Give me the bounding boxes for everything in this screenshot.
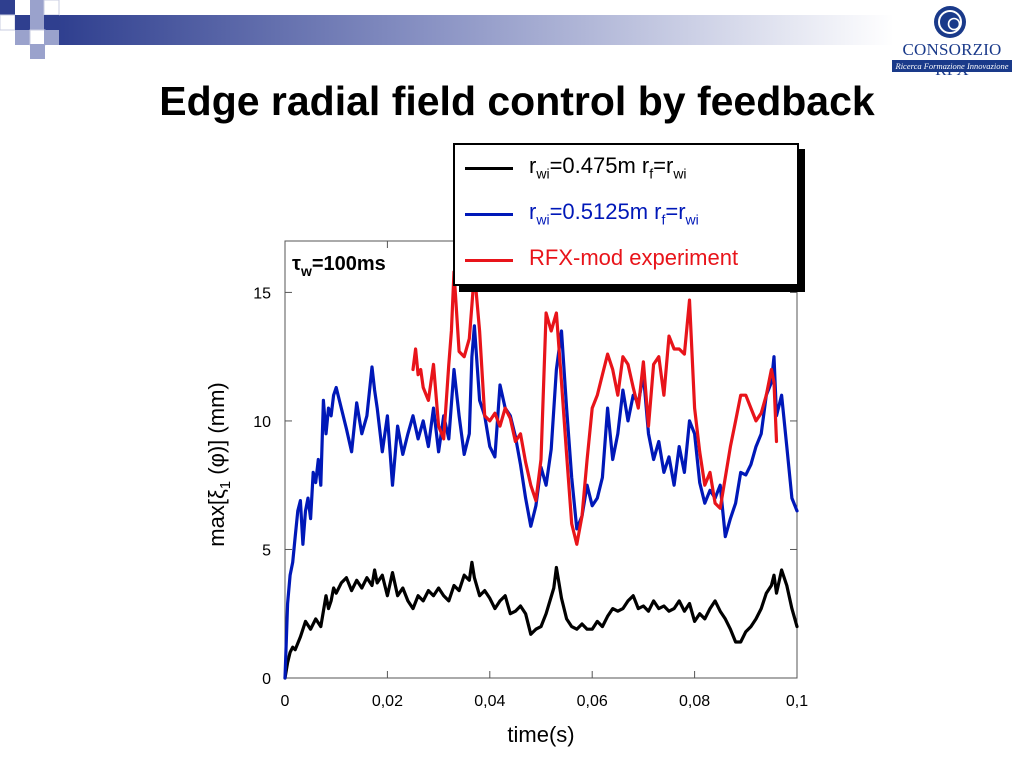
series-line-2 xyxy=(411,270,779,546)
series-line-0 xyxy=(283,560,799,680)
y-tick-label: 10 xyxy=(253,414,271,431)
y-tick-label: 15 xyxy=(253,285,271,302)
tau-annotation: τw=100ms xyxy=(292,253,386,279)
chart-legend: rwi=0.475m rf=rwi rwi=0.5125m rf=rwi RFX-m… xyxy=(453,143,799,286)
legend-entry-1: rwi=0.5125m rf=rwi xyxy=(465,195,795,235)
logo-emblem-icon xyxy=(934,6,966,38)
x-tick-label: 0,06 xyxy=(577,693,608,710)
y-axis-label: max[ξ1 (φ)] (mm) xyxy=(204,382,234,546)
y-tick-label: 5 xyxy=(262,542,271,559)
legend-entry-0: rwi=0.475m rf=rwi xyxy=(465,149,795,189)
y-tick-label: 0 xyxy=(262,671,271,688)
slide-title: Edge radial field control by feedback xyxy=(159,78,875,124)
legend-entry-2: RFX-mod experiment xyxy=(465,241,795,281)
x-axis-label: time(s) xyxy=(507,722,574,747)
x-tick-label: 0,02 xyxy=(372,693,403,710)
legend-swatch xyxy=(465,213,513,216)
consorzio-logo: CONSORZIO RFX Ricerca Formazione Innovaz… xyxy=(888,4,1016,79)
x-tick-label: 0,08 xyxy=(679,693,710,710)
legend-swatch xyxy=(465,167,513,170)
legend-swatch xyxy=(465,259,513,262)
x-tick-label: 0,1 xyxy=(786,693,808,710)
legend-label: RFX-mod experiment xyxy=(529,245,739,270)
legend-label: rwi=0.475m rf=rwi xyxy=(529,153,687,182)
x-tick-label: 0,04 xyxy=(474,693,505,710)
legend-label: rwi=0.5125m rf=rwi xyxy=(529,199,699,228)
header-pattern xyxy=(0,0,894,59)
x-tick-label: 0 xyxy=(281,693,290,710)
logo-tagline: Ricerca Formazione Innovazione xyxy=(892,60,1012,72)
